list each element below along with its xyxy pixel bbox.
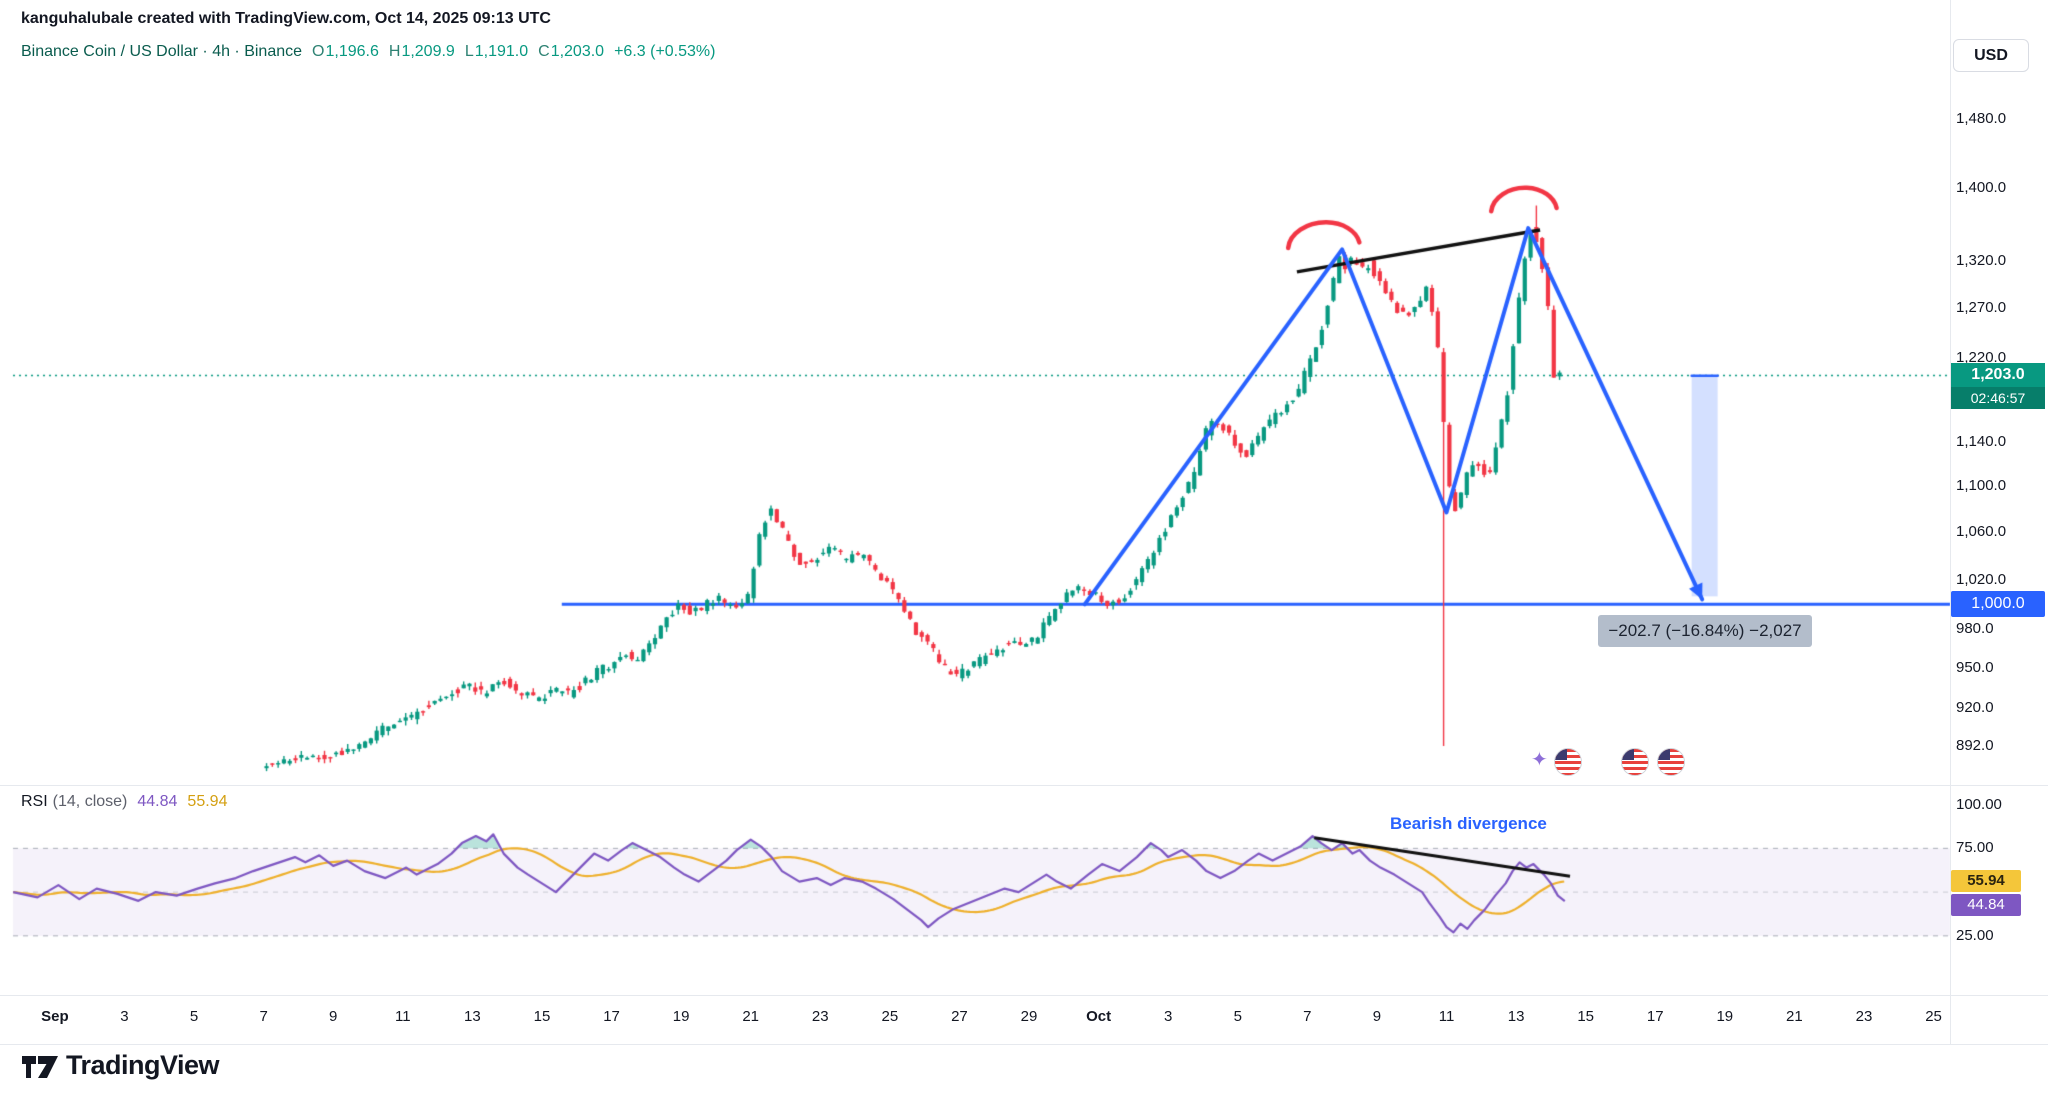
us-flag-icon[interactable]	[1657, 748, 1685, 776]
attribution-text: created with TradingView.com, Oct 14, 20…	[133, 10, 551, 27]
rsi-header: RSI (14, close) 44.84 55.94	[21, 793, 227, 811]
time-tick: 3	[120, 1008, 129, 1025]
time-tick: Oct	[1086, 1008, 1112, 1025]
ohlc-close: C1,203.0	[538, 43, 605, 60]
support-level-badge: 1,000.0	[1951, 591, 2045, 617]
time-tick: 25	[1925, 1008, 1942, 1025]
current-price-badge: 1,203.0 02:46:57	[1951, 363, 2045, 409]
symbol-title[interactable]: Binance Coin / US Dollar · 4h · Binance	[21, 43, 303, 60]
price-tick: 1,400.0	[1956, 178, 2007, 196]
us-flag-icon[interactable]	[1554, 748, 1582, 776]
us-flag-icon[interactable]	[1621, 748, 1649, 776]
time-tick: 17	[603, 1008, 620, 1025]
price-tick: 1,480.0	[1956, 109, 2007, 127]
time-tick: Sep	[41, 1008, 69, 1025]
rsi-ma-badge: 55.94	[1951, 870, 2021, 892]
time-tick: 19	[672, 1008, 690, 1025]
axis-divider	[1950, 0, 1951, 1044]
time-tick: 19	[1716, 1008, 1734, 1025]
price-tick: 920.0	[1956, 698, 1994, 716]
time-tick: 5	[1233, 1008, 1242, 1025]
rsi-value-badge: 44.84	[1951, 894, 2021, 916]
ohlc-low: L1,191.0	[464, 43, 529, 60]
tradingview-logo[interactable]	[20, 1052, 60, 1082]
pane-divider[interactable]	[0, 785, 2048, 786]
rsi-params: (14, close)	[52, 793, 128, 810]
rsi-tick: 75.00	[1956, 839, 1994, 857]
current-price-label: 1,203.0	[1951, 363, 2045, 387]
symbol-header: Binance Coin / US Dollar · 4h · Binance O…	[21, 43, 715, 61]
price-tick: 1,140.0	[1956, 433, 2007, 451]
brand-name[interactable]: TradingView	[66, 1050, 220, 1080]
rsi-value: 44.84	[137, 793, 178, 810]
ohlc-high: H1,209.9	[388, 43, 455, 60]
time-tick: 3	[1164, 1008, 1173, 1025]
time-tick: 29	[1020, 1008, 1038, 1025]
price-change: +6.3 (+0.53%)	[614, 43, 716, 60]
bearish-divergence-label[interactable]: Bearish divergence	[1390, 814, 1547, 833]
time-tick: 17	[1646, 1008, 1664, 1025]
price-tick: 1,060.0	[1956, 523, 2007, 541]
price-tick: 980.0	[1956, 620, 1994, 638]
time-tick: 23	[1855, 1008, 1873, 1025]
measure-tool-label[interactable]: −202.7 (−16.84%) −2,027	[1598, 615, 1812, 647]
time-tick: 9	[1372, 1008, 1382, 1025]
sparkle-icon[interactable]: ✦	[1531, 749, 1548, 771]
time-tick: 25	[881, 1008, 899, 1025]
rsi-tick: 100.00	[1956, 795, 2002, 813]
time-tick: 13	[464, 1008, 481, 1025]
time-axis-divider	[0, 995, 2048, 996]
time-tick: 7	[259, 1008, 268, 1025]
rsi-title[interactable]: RSI	[21, 793, 48, 810]
currency-button[interactable]: USD	[1953, 39, 2029, 72]
attribution-author: kanguhalubale	[21, 10, 134, 27]
time-tick: 9	[329, 1008, 338, 1025]
time-tick: 11	[395, 1008, 411, 1025]
price-tick: 1,320.0	[1956, 251, 2007, 269]
price-tick: 1,100.0	[1956, 477, 2007, 495]
time-tick: 21	[1786, 1008, 1803, 1025]
bar-countdown: 02:46:57	[1951, 387, 2045, 409]
price-tick: 1,020.0	[1956, 570, 2007, 588]
time-tick: 13	[1507, 1008, 1525, 1025]
time-tick: 21	[742, 1008, 760, 1025]
time-tick: 15	[1577, 1008, 1594, 1025]
time-tick: 5	[189, 1008, 199, 1025]
time-tick: 11	[1438, 1008, 1455, 1025]
price-tick: 950.0	[1956, 658, 1994, 676]
price-tick: 892.0	[1956, 736, 1994, 754]
rsi-tick: 25.00	[1956, 926, 1994, 944]
footer-divider	[0, 1044, 2048, 1045]
time-tick: 7	[1303, 1008, 1312, 1025]
ohlc-open: O1,196.6	[312, 43, 379, 60]
time-tick: 27	[951, 1008, 968, 1025]
time-tick: 15	[533, 1008, 551, 1025]
price-tick: 1,220.0	[1956, 349, 2007, 367]
price-tick: 1,270.0	[1956, 299, 2007, 317]
time-tick: 23	[811, 1008, 829, 1025]
rsi-ma-value: 55.94	[187, 793, 228, 810]
attribution: kanguhalubale created with TradingView.c…	[21, 10, 551, 28]
